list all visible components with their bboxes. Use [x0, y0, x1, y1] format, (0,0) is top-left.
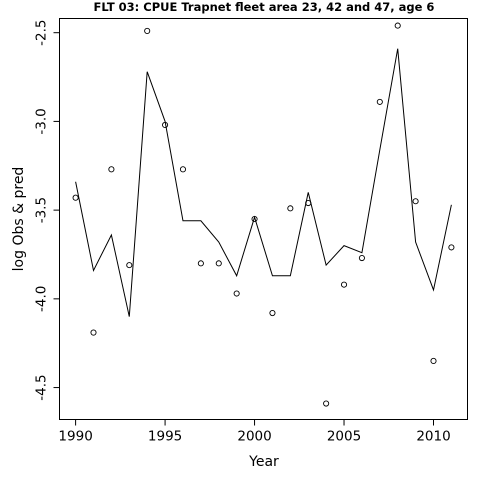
- observed-point: [448, 244, 455, 251]
- observed-point: [90, 329, 97, 336]
- chart-marks: [72, 22, 455, 407]
- observed-point: [108, 166, 115, 173]
- observed-point: [358, 254, 365, 262]
- chart-title: FLT 03: CPUE Trapnet fleet area 23, 42 a…: [94, 0, 435, 14]
- observed-point: [162, 121, 169, 129]
- predicted-line: [75, 48, 452, 317]
- x-tick-label: 2000: [237, 429, 271, 445]
- x-tick-label: 1995: [148, 429, 182, 445]
- observed-point: [215, 260, 222, 267]
- observed-point: [430, 357, 437, 364]
- y-tick-label: -4.0: [34, 286, 50, 312]
- observed-point: [323, 400, 330, 407]
- y-axis-label: log Obs & pred: [11, 167, 27, 272]
- observed-point: [269, 309, 276, 317]
- y-tick-label: -2.5: [34, 20, 50, 46]
- observed-point: [412, 198, 419, 205]
- observed-point: [394, 22, 401, 29]
- x-tick-label: 2010: [416, 429, 450, 445]
- x-axis-label: Year: [248, 454, 279, 470]
- axes: 1990 1995 2000 2005 2010 -2.5 -3.0 -3.5 -4.0 -4.5: [34, 20, 451, 445]
- observed-point: [251, 215, 258, 223]
- observed-point: [340, 281, 348, 288]
- observed-point: [179, 166, 187, 173]
- observed-point: [376, 98, 383, 105]
- observed-point: [233, 290, 240, 297]
- observed-point: [197, 260, 204, 267]
- observed-point: [305, 199, 312, 207]
- observed-point: [72, 194, 79, 201]
- y-tick-label: -4.5: [34, 374, 50, 400]
- y-tick-label: -3.5: [34, 197, 50, 223]
- observed-point: [126, 262, 133, 269]
- x-tick-label: 2005: [327, 429, 361, 445]
- x-tick-label: 1990: [58, 429, 92, 445]
- observed-point: [144, 27, 151, 34]
- observed-point: [287, 205, 294, 212]
- y-tick-label: -3.0: [34, 108, 50, 134]
- plot-frame: [59, 18, 468, 420]
